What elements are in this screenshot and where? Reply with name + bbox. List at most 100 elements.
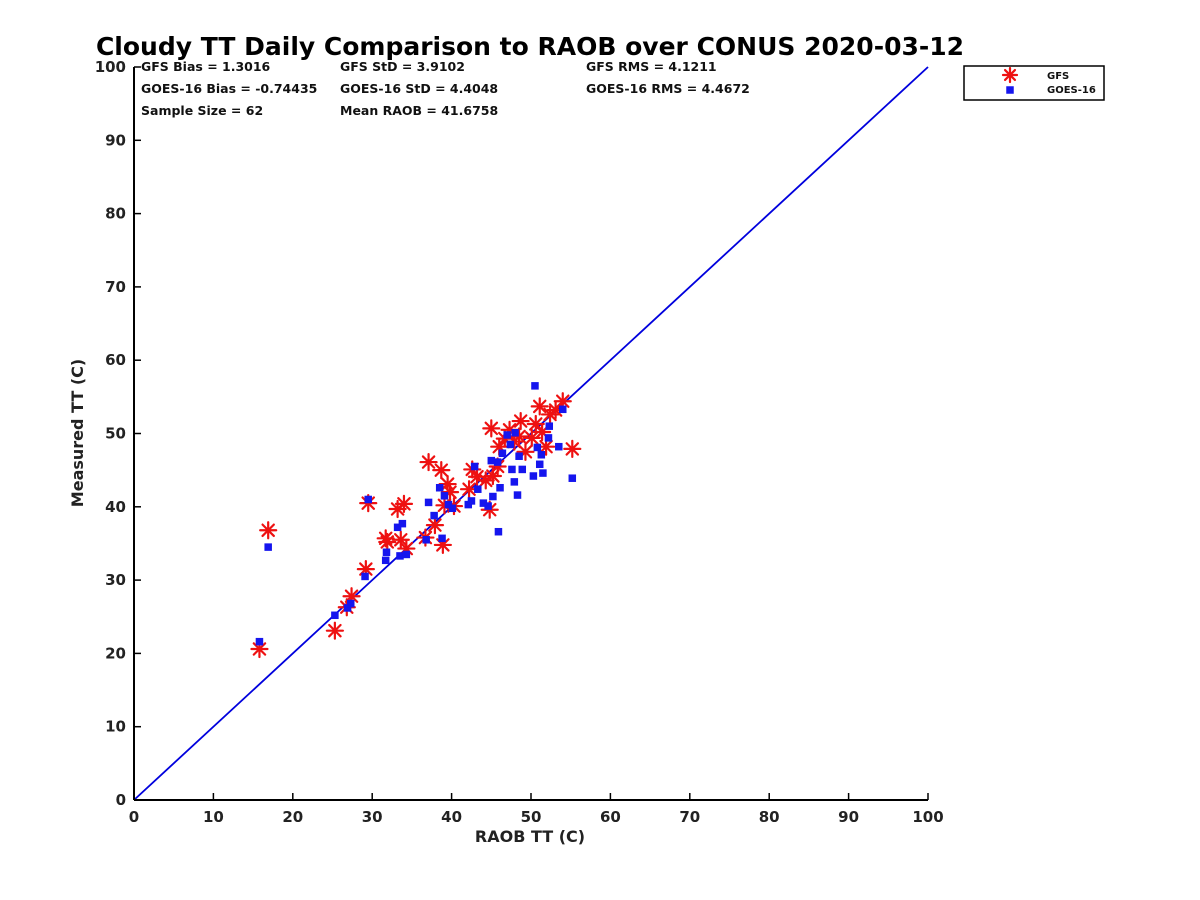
goes16-point — [422, 536, 430, 544]
y-tick-label: 40 — [105, 498, 126, 516]
gfs-point — [378, 532, 397, 552]
x-tick-label: 70 — [679, 808, 700, 826]
goes16-point — [498, 449, 507, 458]
gfs-point — [425, 516, 445, 535]
goes16-point — [503, 431, 511, 439]
legend-goes16-symbol — [1006, 86, 1014, 94]
x-tick-label: 60 — [600, 808, 621, 826]
goes16-point — [255, 637, 264, 646]
goes16-point — [435, 483, 444, 492]
legend-gfs-symbol — [1001, 66, 1019, 84]
gfs-point — [522, 428, 541, 447]
gfs-point — [325, 621, 344, 640]
goes16-point — [474, 485, 482, 493]
y-tick-label: 80 — [105, 205, 126, 223]
goes16-point — [398, 519, 407, 528]
goes16-point — [361, 572, 369, 581]
legend: GFS GOES-16 — [963, 65, 1105, 101]
y-tick-label: 20 — [105, 644, 126, 662]
stat-gfs-bias: GFS Bias = 1.3016 — [141, 59, 271, 74]
goes16-point — [508, 465, 516, 474]
goes16-point — [396, 552, 404, 560]
goes16-point — [264, 543, 272, 551]
goes16-point — [467, 497, 476, 505]
y-tick-label: 100 — [95, 58, 126, 76]
goes16-point — [484, 502, 492, 510]
gfs-point — [432, 461, 451, 480]
y-axis-ticks: 0 10 20 30 40 50 60 70 80 90 100 — [95, 58, 141, 809]
legend-goes16-marker — [1006, 86, 1014, 94]
goes16-point — [470, 462, 479, 471]
x-tick-label: 30 — [362, 808, 383, 826]
y-tick-label: 50 — [105, 425, 126, 443]
y-tick-label: 90 — [105, 131, 126, 149]
goes16-point — [529, 472, 538, 480]
goes16-point — [531, 382, 539, 390]
y-tick-label: 30 — [105, 571, 126, 589]
goes16-point — [535, 460, 544, 469]
x-axis-ticks: 0 10 20 30 40 50 60 70 80 90 100 — [129, 793, 944, 826]
goes16-point — [513, 491, 522, 499]
x-tick-label: 80 — [759, 808, 780, 826]
goes16-point — [506, 440, 515, 449]
goes16-point — [487, 456, 496, 465]
x-axis-label: RAOB TT (C) — [475, 827, 585, 846]
x-tick-label: 100 — [912, 808, 943, 826]
series-gfs — [250, 392, 582, 659]
goes16-point — [364, 495, 372, 504]
legend-goes16-label: GOES-16 — [1047, 85, 1096, 96]
goes16-point — [568, 474, 577, 482]
plot-area — [133, 66, 929, 801]
stat-goes-bias: GOES-16 Bias = -0.74435 — [141, 81, 317, 96]
goes16-point — [555, 442, 563, 451]
goes16-point — [545, 422, 554, 430]
goes16-point — [424, 498, 433, 507]
goes16-point — [430, 511, 438, 520]
x-tick-label: 0 — [129, 808, 139, 826]
goes16-point — [440, 492, 449, 500]
goes16-point — [533, 443, 542, 452]
gfs-point — [482, 419, 501, 438]
goes16-point — [496, 483, 504, 492]
goes16-point — [438, 534, 446, 543]
x-tick-label: 10 — [203, 808, 224, 826]
goes16-point — [544, 434, 553, 442]
gfs-point — [511, 411, 530, 431]
goes16-point — [494, 527, 503, 536]
series-goes16 — [255, 382, 577, 646]
legend-gfs-marker — [1001, 66, 1019, 84]
goes16-point — [444, 500, 453, 509]
goes16-point — [331, 611, 339, 620]
goes16-point — [518, 465, 527, 474]
x-tick-label: 40 — [441, 808, 462, 826]
stat-mean-raob: Mean RAOB = 41.6758 — [340, 103, 498, 118]
goes16-point — [510, 478, 519, 486]
stat-goes-std: GOES-16 StD = 4.4048 — [340, 81, 498, 96]
goes16-point — [489, 492, 497, 501]
stat-gfs-rms: GFS RMS = 4.1211 — [586, 59, 717, 74]
legend-box — [963, 65, 1105, 101]
goes16-point — [559, 405, 567, 414]
x-tick-label: 50 — [521, 808, 542, 826]
x-tick-label: 90 — [838, 808, 859, 826]
goes16-point — [382, 548, 391, 556]
goes16-point — [515, 452, 523, 460]
goes16-point — [511, 429, 519, 437]
y-axis-label: Measured TT (C) — [68, 359, 87, 507]
stats-block: GFS Bias = 1.3016 GFS StD = 3.9102 GFS R… — [141, 59, 750, 118]
gfs-point — [419, 452, 438, 472]
stat-gfs-std: GFS StD = 3.9102 — [340, 59, 465, 74]
stat-sample-size: Sample Size = 62 — [141, 103, 263, 118]
goes16-point — [539, 469, 547, 477]
y-tick-label: 60 — [105, 351, 126, 369]
y-tick-label: 70 — [105, 278, 126, 296]
stat-goes-rms: GOES-16 RMS = 4.4672 — [586, 81, 750, 96]
legend-gfs-label: GFS — [1047, 71, 1069, 82]
gfs-point — [259, 521, 278, 540]
x-tick-label: 20 — [282, 808, 303, 826]
gfs-point — [563, 439, 582, 458]
y-tick-label: 0 — [116, 791, 126, 809]
goes16-point — [448, 504, 457, 513]
goes16-point — [347, 599, 355, 608]
